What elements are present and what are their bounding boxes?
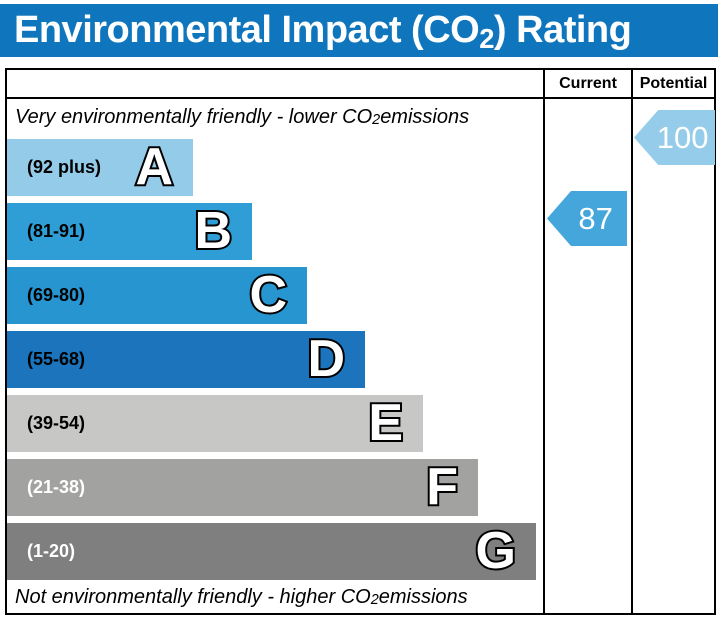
header-cell-empty [7, 70, 543, 99]
band-row-d: (55-68) D [7, 327, 543, 391]
band-range-label: (69-80) [27, 284, 86, 305]
band-row-b: (81-91) B [7, 199, 543, 263]
band-d: (55-68) D [7, 330, 365, 388]
band-range-label: (55-68) [27, 348, 86, 369]
band-row-e: (39-54) E [7, 391, 543, 455]
column-header-current: Current [545, 70, 631, 99]
potential-column: Potential 100 [631, 70, 715, 613]
current-rating-marker: 87 [547, 191, 627, 246]
potential-column-body: 100 [633, 99, 715, 613]
column-header-potential: Potential [633, 70, 714, 99]
band-row-g: (1-20) G [7, 519, 543, 583]
band-range-label: (39-54) [27, 412, 86, 433]
band-letter: G [474, 522, 518, 580]
band-letter: C [247, 266, 289, 324]
band-range-label: (81-91) [27, 220, 86, 241]
potential-rating-marker: 100 [634, 110, 715, 165]
band-range-label: (21-38) [27, 476, 86, 497]
band-f: (21-38) F [7, 458, 478, 516]
current-column-body: 87 [545, 99, 631, 613]
top-note: Very environmentally friendly - lower CO… [15, 105, 470, 129]
chart-column: Very environmentally friendly - lower CO… [7, 70, 543, 613]
band-letter: B [192, 202, 234, 260]
band-letter: F [424, 458, 460, 516]
band-range-label: (92 plus) [27, 156, 102, 177]
title-subscript: 2 [479, 23, 494, 55]
page-title: Environmental Impact (CO2) Rating [14, 9, 632, 55]
potential-rating-value: 100 [656, 120, 709, 155]
band-range-label: (1-20) [27, 540, 76, 561]
band-letter: A [133, 138, 175, 196]
band-row-a: (92 plus) A [7, 135, 543, 199]
band-letter: D [305, 330, 347, 388]
chart-body: Very environmentally friendly - lower CO… [7, 99, 543, 613]
band-row-c: (69-80) C [7, 263, 543, 327]
band-a: (92 plus) A [7, 138, 193, 196]
bottom-note: Not environmentally friendly - higher CO… [15, 585, 468, 609]
band-row-f: (21-38) F [7, 455, 543, 519]
rating-table: Very environmentally friendly - lower CO… [5, 68, 716, 615]
band-letter: E [366, 394, 405, 452]
band-b: (81-91) B [7, 202, 252, 260]
band-e: (39-54) E [7, 394, 423, 452]
current-column: Current 87 [543, 70, 631, 613]
title-bar: Environmental Impact (CO2) Rating [0, 4, 718, 57]
current-rating-value: 87 [578, 201, 613, 236]
band-c: (69-80) C [7, 266, 307, 324]
band-g: (1-20) G [7, 522, 536, 580]
